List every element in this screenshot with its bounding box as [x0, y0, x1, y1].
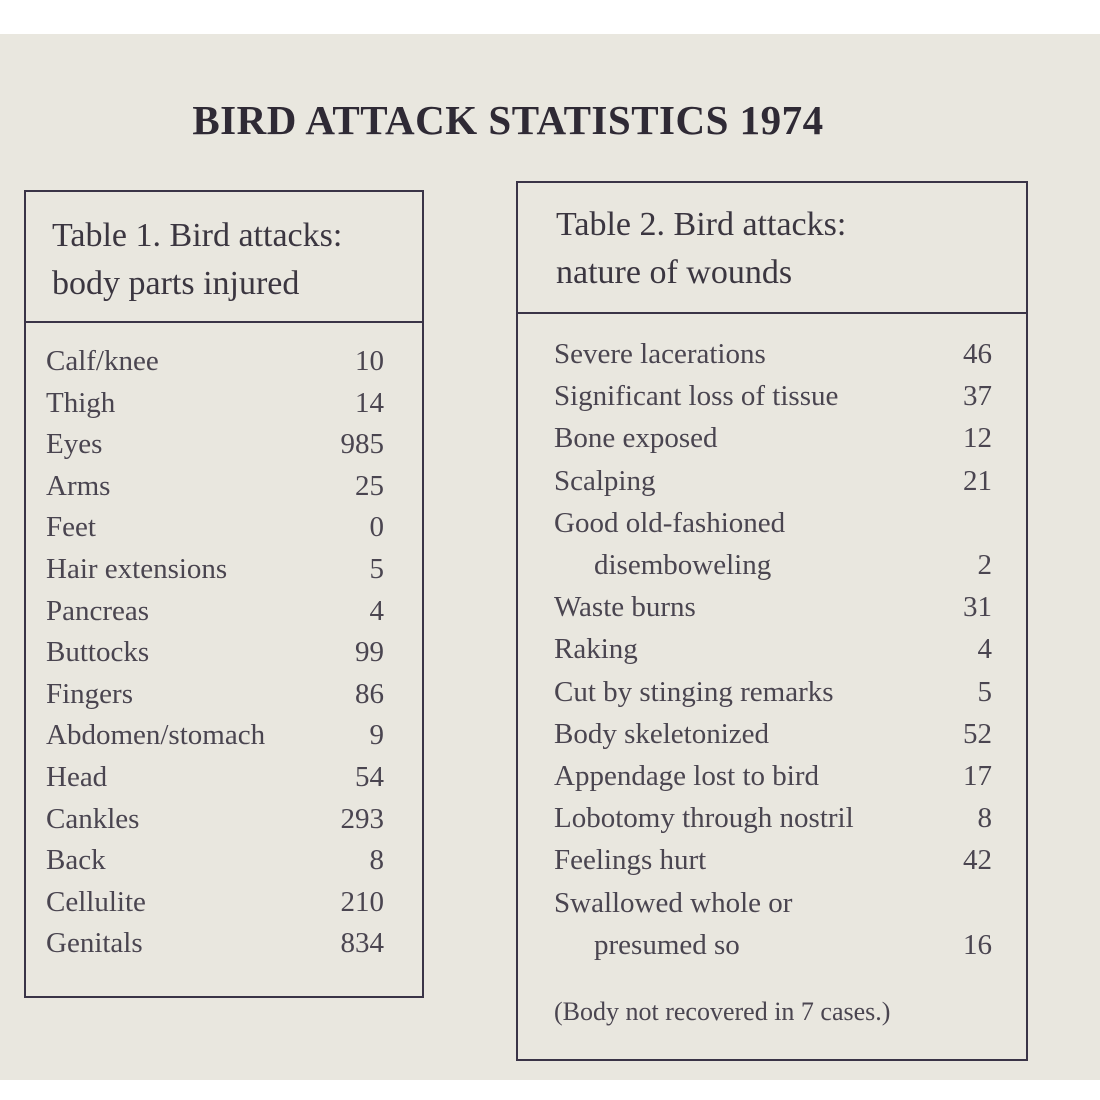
wound-row-value: 17	[963, 760, 992, 792]
table-wound-types: Table 2. Bird attacks: nature of wounds …	[516, 181, 1028, 1061]
body-part-row-label: Hair extensions	[46, 553, 228, 585]
body-part-row: Pancreas 4	[46, 590, 384, 632]
wound-row: Significant loss of tissue 37	[554, 375, 992, 417]
wound-row: Swallowed whole or	[554, 882, 992, 924]
body-part-row-value: 8	[369, 844, 385, 877]
wound-row: Severe lacerations 46	[554, 333, 992, 375]
wound-row-value: 16	[963, 928, 992, 961]
wound-row-value: 12	[963, 422, 992, 455]
wound-row-label: Significant loss of tissue	[554, 380, 839, 413]
body-part-row: Feet 0	[46, 506, 384, 548]
body-part-row-label: Abdomen/stomach	[46, 719, 266, 752]
wound-row: presumed so 16	[554, 924, 992, 966]
wound-row-label: Cut by stinging remarks	[554, 675, 834, 708]
wound-row-label: disemboweling	[594, 549, 772, 581]
body-part-row: Back 8	[46, 839, 384, 881]
wound-row: Feelings hurt 42	[554, 839, 992, 881]
wound-row: Bone exposed 12	[554, 417, 992, 459]
body-part-row-value: 834	[340, 927, 385, 960]
body-part-row-label: Thigh	[46, 386, 116, 419]
wound-row: Appendage lost to bird 17	[554, 755, 992, 797]
wound-row-value: 31	[963, 591, 992, 624]
wound-row-label: Bone exposed	[554, 422, 718, 455]
wound-row: Raking 4	[554, 628, 992, 670]
body-part-row: Buttocks 99	[46, 631, 384, 673]
body-part-row: Arms 25	[46, 465, 384, 507]
wound-row-label: Scalping	[554, 464, 656, 497]
body-part-row-label: Genitals	[46, 927, 143, 960]
wound-row-label: Body skeletonized	[554, 717, 770, 750]
table-wound-types-footnote: (Body not recovered in 7 cases.)	[554, 997, 891, 1026]
wound-row: disemboweling 2	[554, 544, 992, 586]
wound-row: Scalping 21	[554, 460, 992, 502]
wound-row-value: 5	[977, 675, 993, 708]
body-part-row-value: 985	[340, 428, 385, 461]
body-part-row: Calf/knee 10	[46, 340, 384, 382]
body-part-row-label: Cellulite	[46, 885, 146, 918]
page-background	[0, 34, 1100, 1080]
wound-row-value: 8	[977, 802, 993, 835]
wound-row: Cut by stinging remarks 5	[554, 671, 992, 713]
wound-row-value: 21	[963, 464, 992, 497]
table-wound-types-heading: Table 2. Bird attacks: nature of wounds	[518, 183, 1026, 314]
body-part-row-label: Back	[46, 844, 106, 877]
body-part-row-value: 54	[355, 761, 384, 793]
body-part-row-value: 210	[340, 885, 385, 918]
wound-row-value: 52	[963, 717, 992, 750]
wound-row-label: Appendage lost to bird	[554, 760, 819, 792]
table-wound-types-title-line1: Table 2. Bird attacks:	[556, 206, 847, 243]
wound-row: Lobotomy through nostril 8	[554, 797, 992, 839]
page-title: BIRD ATTACK STATISTICS 1974	[192, 97, 824, 143]
wound-row-label: Good old-fashioned	[554, 506, 786, 539]
body-part-row: Cankles 293	[46, 798, 384, 840]
body-part-row-value: 99	[355, 636, 384, 669]
body-part-row-value: 10	[355, 345, 384, 377]
body-part-row: Abdomen/stomach 9	[46, 714, 384, 756]
body-part-row: Eyes 985	[46, 423, 384, 465]
body-part-row: Fingers 86	[46, 673, 384, 715]
wound-row-label: presumed so	[594, 928, 740, 961]
body-part-row: Thigh 14	[46, 382, 384, 424]
wound-row-label: Severe lacerations	[554, 338, 766, 370]
body-part-row-value: 9	[369, 719, 385, 752]
body-part-row-label: Buttocks	[46, 636, 150, 669]
wound-row-value: 37	[963, 380, 992, 413]
wound-row-value: 46	[963, 338, 992, 370]
wound-row-label: Swallowed whole or	[554, 886, 793, 919]
table-body-parts: Table 1. Bird attacks: body parts injure…	[24, 190, 424, 998]
body-part-row-value: 5	[369, 553, 385, 585]
body-part-row-label: Eyes	[46, 428, 103, 461]
body-part-row-label: Pancreas	[46, 594, 150, 627]
table-body-parts-title-line2: body parts injured	[52, 265, 300, 302]
body-part-row: Cellulite 210	[46, 881, 384, 923]
body-part-row-value: 25	[355, 469, 384, 502]
wound-row-label: Raking	[554, 633, 638, 666]
body-part-row-value: 86	[355, 677, 384, 710]
wound-row: Good old-fashioned	[554, 502, 992, 544]
body-part-row-value: 293	[340, 802, 385, 835]
body-part-row-label: Arms	[46, 469, 111, 502]
wound-row-label: Feelings hurt	[554, 844, 707, 877]
body-part-row-value: 4	[369, 594, 385, 627]
wound-row: Body skeletonized 52	[554, 713, 992, 755]
wound-row-value: 42	[963, 844, 992, 877]
body-part-row-value: 0	[369, 511, 385, 544]
wound-row-value: 4	[977, 633, 993, 666]
body-part-row-value: 14	[355, 386, 384, 419]
body-part-row: Hair extensions 5	[46, 548, 384, 590]
table-body-parts-heading: Table 1. Bird attacks: body parts injure…	[26, 192, 422, 323]
body-part-row-label: Fingers	[46, 677, 133, 710]
wound-row-value: 2	[977, 549, 993, 581]
body-part-row-label: Feet	[46, 511, 96, 544]
body-part-row: Head 54	[46, 756, 384, 798]
wound-row-label: Waste burns	[554, 591, 696, 624]
body-part-row: Genitals 834	[46, 922, 384, 964]
body-part-row-label: Calf/knee	[46, 345, 159, 377]
body-part-row-label: Cankles	[46, 802, 140, 835]
wound-row: Waste burns 31	[554, 586, 992, 628]
wound-row-label: Lobotomy through nostril	[554, 802, 854, 835]
body-part-row-label: Head	[46, 761, 108, 793]
table-body-parts-title-line1: Table 1. Bird attacks:	[52, 217, 343, 254]
table-wound-types-title-line2: nature of wounds	[556, 254, 793, 291]
